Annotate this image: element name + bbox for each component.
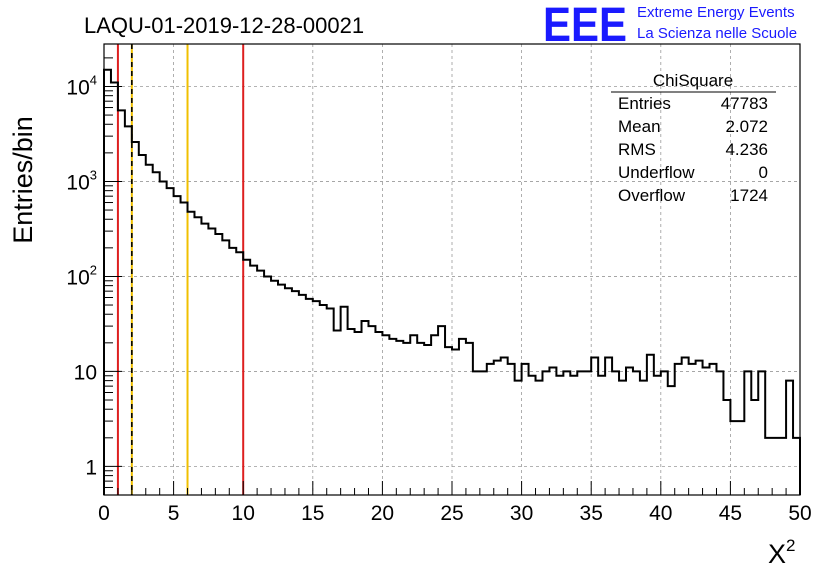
x-axis-title-sup: 2 [786, 536, 795, 555]
histogram-line [103, 68, 801, 495]
x-tick-label: 20 [371, 502, 394, 525]
stats-row-value: 47783 [721, 94, 768, 113]
x-tick-label: 0 [98, 502, 110, 525]
x-tick-labels: 0 5 10 15 20 25 30 35 40 45 50 [98, 502, 812, 525]
stats-box-rows: Entries 47783 Mean 2.072 RMS 4.236 Underflow 0 O… [618, 94, 768, 205]
stats-row-value: 4.236 [725, 140, 768, 159]
y-tick-label: 102 [66, 262, 97, 289]
y-tick-label: 103 [66, 167, 97, 194]
stats-row-label: Overflow [618, 186, 686, 205]
eee-logo-mark: EEE [543, 0, 627, 52]
x-tick-label: 45 [719, 502, 742, 525]
x-tick-label: 15 [301, 502, 324, 525]
axis-ticks [103, 57, 801, 496]
x-tick-label: 10 [232, 502, 255, 525]
chart-title: LAQU-01-2019-12-28-00021 [84, 13, 364, 38]
stats-row-label: RMS [618, 140, 656, 159]
x-tick-label: 40 [649, 502, 672, 525]
stats-row-label: Mean [618, 117, 661, 136]
stats-box-title: ChiSquare [653, 71, 733, 90]
histogram-series [103, 68, 801, 495]
stats-row-label: Entries [618, 94, 671, 113]
stats-row-value: 0 [759, 163, 768, 182]
threshold-lines [116, 44, 245, 495]
x-tick-label: 35 [580, 502, 603, 525]
x-tick-label: 5 [168, 502, 180, 525]
grid-lines [104, 44, 800, 495]
x-tick-label: 30 [510, 502, 533, 525]
eee-logo: EEE Extreme Energy Events La Scienza nel… [543, 0, 797, 52]
stats-row-label: Underflow [618, 163, 695, 182]
stats-box: ChiSquare Entries 47783 Mean 2.072 RMS 4.236 U… [611, 71, 776, 205]
x-tick-label: 25 [440, 502, 463, 525]
y-tick-label: 104 [66, 72, 97, 99]
stats-row-value: 2.072 [725, 117, 768, 136]
eee-logo-line1: Extreme Energy Events [637, 4, 795, 21]
x-axis-title: X2 [768, 536, 795, 569]
x-tick-label: 50 [788, 502, 811, 525]
y-tick-label: 10 [74, 361, 97, 384]
x-axis-title-base: X [768, 539, 786, 569]
y-axis-title: Entries/bin [8, 116, 38, 244]
y-tick-label: 1 [85, 456, 97, 479]
stats-row-value: 1724 [730, 186, 768, 205]
eee-logo-line2: La Scienza nelle Scuole [637, 25, 797, 42]
